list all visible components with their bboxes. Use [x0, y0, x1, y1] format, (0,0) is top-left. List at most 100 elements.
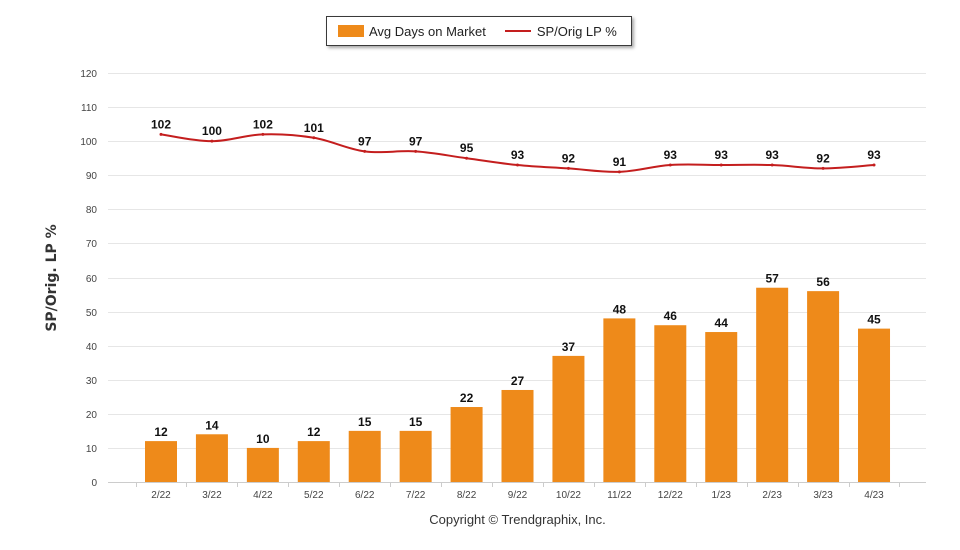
line-point: [566, 166, 570, 170]
bar-data-labels: 12 14 10 12 15 15 22 27 37 48 46 44 57 56 45: [154, 272, 881, 446]
x-tick-label: 3/23: [813, 490, 833, 501]
y-tick-label: 50: [86, 308, 98, 319]
line-point: [516, 163, 520, 167]
gridlines: [108, 73, 926, 483]
line-series: [159, 132, 876, 174]
bar: [348, 430, 381, 482]
line-data-label: 93: [715, 148, 729, 162]
legend-bar-swatch: [338, 25, 364, 37]
legend-item-bar[interactable]: Avg Days on Market: [338, 24, 486, 39]
line-data-label: 93: [867, 148, 881, 162]
bar-data-label: 10: [256, 432, 270, 446]
line-data-label: 102: [151, 117, 171, 131]
line-data-label: 92: [562, 151, 576, 165]
y-tick-label: 100: [80, 137, 97, 148]
y-tick-label: 70: [86, 239, 98, 250]
y-tick-label: 110: [81, 103, 97, 114]
copyright-text: Copyright © Trendgraphix, Inc.: [429, 512, 606, 527]
y-tick-label: 80: [86, 205, 98, 216]
line-point: [414, 149, 418, 153]
line-point: [719, 163, 723, 167]
line-point: [210, 139, 214, 143]
bar-data-label: 12: [307, 425, 321, 439]
y-tick-label: 10: [86, 444, 98, 455]
line-point: [770, 163, 774, 167]
x-tick-label: 12/22: [658, 490, 683, 501]
bar: [552, 355, 585, 482]
line-point: [872, 163, 876, 167]
y-tick-label: 40: [86, 342, 98, 353]
bar: [858, 328, 891, 482]
line-data-label: 91: [613, 155, 627, 169]
x-tick-label: 6/22: [355, 490, 375, 501]
x-tick-label: 9/22: [508, 490, 528, 501]
bar-data-label: 15: [409, 415, 423, 429]
bar-data-label: 44: [715, 316, 729, 330]
bar: [399, 430, 432, 482]
bar: [756, 287, 789, 482]
line-point: [465, 156, 469, 160]
bar: [246, 447, 279, 482]
line-data-label: 93: [765, 148, 779, 162]
bar-data-label: 22: [460, 391, 474, 405]
bar: [297, 441, 330, 482]
y-tick-label: 120: [80, 69, 97, 80]
bar: [654, 325, 687, 482]
y-tick-label: 60: [86, 274, 98, 285]
line-point: [312, 136, 316, 140]
x-axis-ticks: 2/22 3/22 4/22 5/22 6/22 7/22 8/22 9/22 10/22 11/…: [136, 482, 900, 501]
bar-data-label: 57: [765, 272, 779, 286]
line-data-label: 101: [304, 121, 324, 135]
bar-data-label: 45: [867, 313, 881, 327]
bar-data-label: 27: [511, 374, 525, 388]
line-data-label: 102: [253, 117, 273, 131]
line-data-label: 93: [511, 148, 525, 162]
line-data-label: 97: [358, 134, 372, 148]
x-tick-label: 4/22: [253, 490, 273, 501]
x-tick-label: 7/22: [406, 490, 426, 501]
line-point: [668, 163, 672, 167]
bar: [501, 389, 534, 482]
line-point: [159, 132, 163, 136]
y-tick-label: 90: [86, 171, 98, 182]
line-data-label: 97: [409, 134, 423, 148]
bar-data-label: 37: [562, 340, 576, 354]
line-point: [363, 149, 367, 153]
line-point: [821, 166, 825, 170]
bar-data-label: 12: [154, 425, 168, 439]
x-tick-label: 4/23: [864, 490, 884, 501]
bar: [195, 434, 228, 482]
y-axis-ticks: 0 10 20 30 40 50 60 70 80 90 100 110 120: [80, 69, 97, 489]
bar-data-label: 14: [205, 418, 219, 432]
y-tick-label: 30: [86, 376, 98, 387]
line-data-label: 93: [664, 148, 678, 162]
line-data-label: 100: [202, 124, 222, 138]
line-data-label: 95: [460, 141, 474, 155]
legend: Avg Days on Market SP/Orig LP %: [326, 16, 632, 46]
bar: [450, 407, 483, 482]
x-tick-label: 2/22: [151, 490, 171, 501]
bar-series: [145, 287, 891, 482]
x-tick-label: 11/22: [607, 490, 632, 501]
x-tick-label: 3/22: [202, 490, 222, 501]
bar-data-label: 56: [816, 275, 830, 289]
legend-item-line[interactable]: SP/Orig LP %: [504, 24, 617, 39]
line-data-labels: 102 100 102 101 97 97 95 93 92 91 93 93 93 92 93: [151, 117, 881, 168]
bar: [807, 291, 840, 482]
legend-bar-label: Avg Days on Market: [369, 23, 486, 39]
y-axis-title: SP/Orig. LP %: [44, 224, 60, 332]
bar-data-label: 48: [613, 302, 627, 316]
x-tick-label: 5/22: [304, 490, 324, 501]
bar-data-label: 46: [664, 309, 678, 323]
y-tick-label: 20: [86, 410, 98, 421]
bar-data-label: 15: [358, 415, 372, 429]
line-point: [261, 132, 265, 136]
x-tick-label: 8/22: [457, 490, 477, 501]
x-tick-label: 1/23: [711, 490, 731, 501]
x-tick-label: 2/23: [762, 490, 782, 501]
line-data-label: 92: [816, 151, 830, 165]
x-tick-label: 10/22: [556, 490, 581, 501]
line-point: [617, 170, 621, 174]
legend-line-swatch: [504, 30, 531, 32]
